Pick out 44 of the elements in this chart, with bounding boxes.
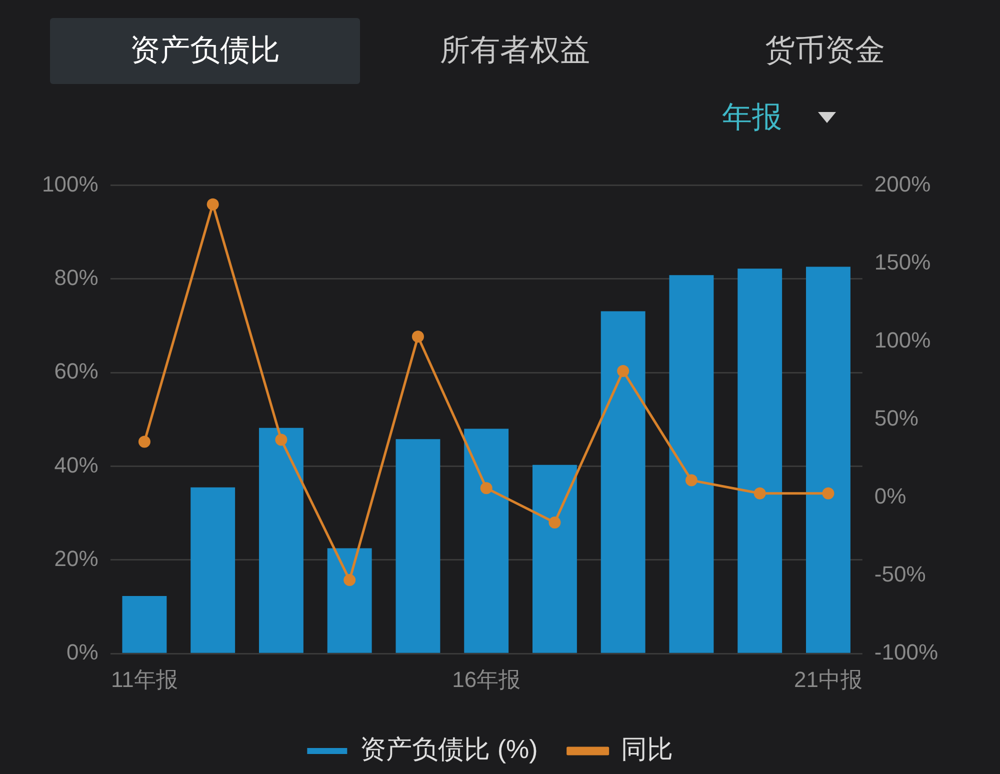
bar <box>190 487 236 653</box>
text: 年报 <box>722 99 782 137</box>
y-tick-label: 100% <box>42 171 98 196</box>
bar <box>806 266 850 653</box>
x-tick-label: 21中报 <box>794 666 862 692</box>
y-tick-label: 40% <box>54 452 98 478</box>
point <box>480 482 492 494</box>
text: 所有者权益 <box>439 32 591 70</box>
bar <box>258 428 304 653</box>
point <box>685 474 698 486</box>
point <box>548 516 561 528</box>
bar <box>669 275 714 653</box>
bar <box>122 596 167 653</box>
bar <box>396 439 440 653</box>
bar <box>738 268 782 653</box>
bar <box>327 548 372 653</box>
point <box>617 365 630 377</box>
bar <box>532 464 577 653</box>
x-tick-label: 16年报 <box>452 666 521 692</box>
y2-tick-label: 50% <box>874 405 918 430</box>
point <box>344 574 356 586</box>
y-tick-label: 60% <box>54 358 98 384</box>
text: 货币资金 <box>764 32 886 70</box>
y-tick-label: 20% <box>54 546 98 571</box>
point <box>206 198 219 210</box>
y-tick-label: 0% <box>66 640 98 665</box>
legend-label: 同比 <box>620 734 673 764</box>
y-tick-label: 80% <box>54 264 98 290</box>
point <box>754 487 766 500</box>
y2-tick-label: 100% <box>874 327 931 352</box>
y2-tick-label: -50% <box>874 562 926 587</box>
y2-tick-label: 200% <box>874 171 931 196</box>
point <box>138 436 150 448</box>
x-tick-label: 11年报 <box>111 666 178 692</box>
point <box>275 434 288 446</box>
bar <box>600 311 646 653</box>
bar <box>464 428 509 653</box>
text: 资产负债比 <box>50 18 360 84</box>
point <box>412 330 424 343</box>
y2-tick-label: -100% <box>874 640 938 665</box>
y2-tick-label: 150% <box>874 249 931 274</box>
point <box>822 487 834 500</box>
y2-tick-label: 0% <box>874 484 906 509</box>
legend-label: 资产负债比 (%) <box>360 734 538 764</box>
